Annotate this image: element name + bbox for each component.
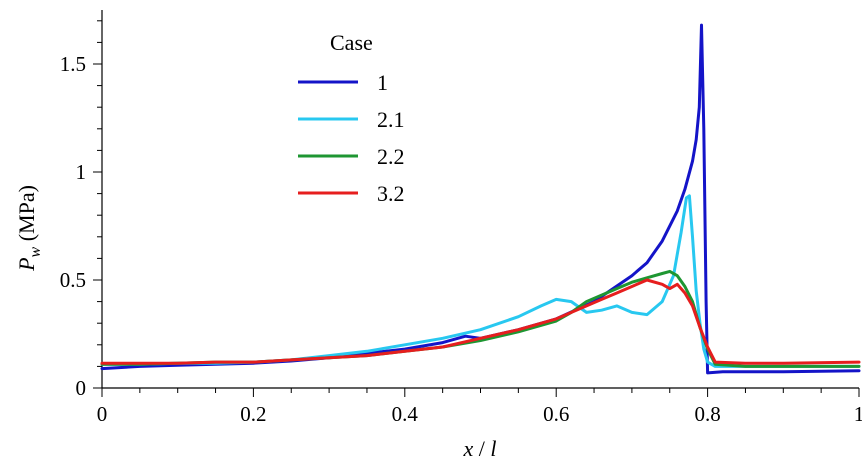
legend-label-2-2: 2.2 [377,144,405,169]
x-axis-title: x / l [462,436,496,461]
x-axis-var2: l [490,436,496,461]
legend-label-2-1: 2.1 [377,107,405,132]
series-line-1 [100,23,861,375]
x-tick-label: 1 [854,402,862,426]
y-tick-label: 0.5 [60,268,86,292]
x-axis-var: x [462,436,473,461]
y-tick-label: 1.5 [60,52,86,76]
legend-label-1: 1 [377,70,388,95]
series-line-3-2 [100,278,861,365]
legend-label-3-2: 3.2 [377,181,405,206]
x-tick-label: 0 [97,402,108,426]
y-axis-sub: w [27,246,44,257]
axes: 0 0.2 0.4 0.6 0.8 1 0 0.5 1 1.5 [60,10,862,426]
x-axis-sep: / [473,436,490,461]
legend-title: Case [330,30,373,55]
y-axis-unit: (MPa) [14,185,39,247]
x-tick-label: 0.8 [694,402,720,426]
x-tick-label: 0.2 [240,402,266,426]
y-axis-title: Pw (MPa) [14,185,44,272]
x-tick-label: 0.6 [543,402,569,426]
y-tick-label: 1 [76,160,87,184]
y-axis-var: P [14,257,39,271]
series-layer [100,23,861,375]
series-line-2-2 [100,269,861,368]
x-tick-label: 0.4 [392,402,419,426]
y-tick-label: 0 [76,376,87,400]
